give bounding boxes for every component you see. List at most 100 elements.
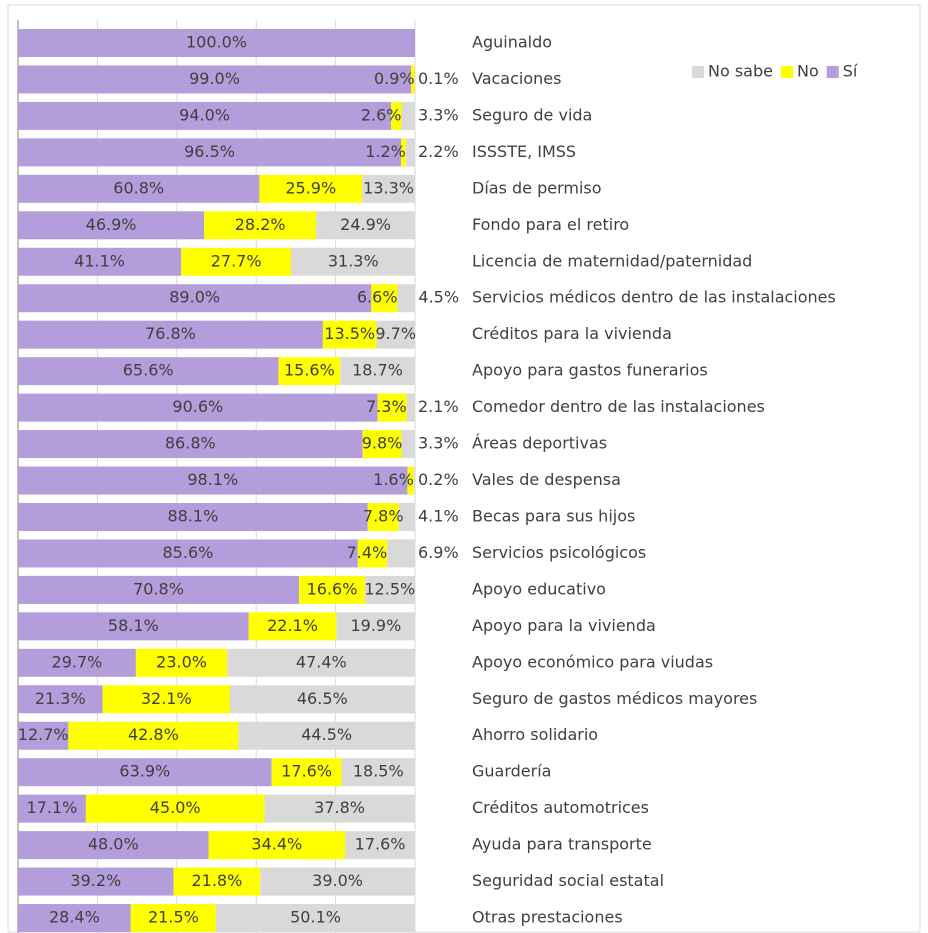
- bar-segment: [18, 831, 209, 860]
- bar-segment: [18, 758, 272, 787]
- value-label: 31.3%: [328, 251, 379, 270]
- value-label: 21.8%: [191, 871, 242, 890]
- value-label: 28.2%: [235, 215, 286, 234]
- category-label: Apoyo para la vivienda: [472, 616, 656, 635]
- category-label: Créditos automotrices: [472, 798, 649, 817]
- bar-segment: [398, 502, 415, 531]
- bar-segment: [401, 430, 415, 459]
- value-label: 2.2%: [418, 142, 459, 161]
- bar-segment: [181, 247, 292, 276]
- bar-segment: [278, 357, 341, 386]
- value-label: 9.8%: [362, 434, 403, 453]
- legend-swatch: [692, 66, 704, 78]
- category-label: Vales de despensa: [472, 470, 621, 489]
- bar-segment: [407, 466, 414, 495]
- bar-segment: [367, 502, 399, 531]
- value-label: 100.0%: [186, 33, 247, 52]
- bar-segment: [204, 211, 317, 240]
- value-label: 4.1%: [418, 506, 459, 525]
- bar-segment: [18, 320, 323, 349]
- value-label: 90.6%: [172, 397, 223, 416]
- value-label: 25.9%: [285, 178, 336, 197]
- value-label: 15.6%: [284, 361, 335, 380]
- bar-segment: [208, 831, 346, 860]
- value-label: 16.6%: [307, 579, 358, 598]
- bar-segment: [18, 502, 368, 531]
- bar-segment: [259, 174, 363, 203]
- bar-segment: [85, 794, 265, 823]
- value-label: 17.1%: [27, 798, 78, 817]
- bar-segment: [364, 575, 415, 604]
- bar-segment: [341, 758, 415, 787]
- value-label: 13.3%: [363, 178, 414, 197]
- value-label: 70.8%: [133, 579, 184, 598]
- bar-segment: [405, 138, 415, 167]
- value-label: 18.7%: [352, 361, 403, 380]
- category-label: Seguridad social estatal: [472, 871, 664, 890]
- bar-segment: [18, 211, 205, 240]
- bar-segment: [362, 174, 415, 203]
- bar-segment: [18, 247, 182, 276]
- bar-segment: [227, 648, 416, 677]
- bar-segment: [401, 138, 406, 167]
- value-label: 24.9%: [340, 215, 391, 234]
- bar-segment: [299, 575, 365, 604]
- bar-segment: [18, 466, 408, 495]
- bar-segment: [411, 65, 415, 94]
- bar-segment: [216, 904, 415, 933]
- category-label: Comedor dentro de las instalaciones: [472, 397, 765, 416]
- value-label: 7.3%: [366, 397, 407, 416]
- bar-segment: [18, 430, 363, 459]
- value-label: 12.7%: [18, 725, 69, 744]
- value-label: 94.0%: [179, 105, 230, 124]
- value-label: 34.4%: [251, 835, 302, 854]
- bar-segment: [362, 430, 402, 459]
- bar-segment: [397, 284, 416, 313]
- bar-segment: [229, 685, 415, 714]
- value-label: 46.5%: [297, 689, 348, 708]
- bar-segment: [18, 65, 412, 94]
- bar-segment: [18, 904, 131, 933]
- value-label: 7.8%: [363, 506, 404, 525]
- category-label: Ahorro solidario: [472, 725, 598, 744]
- bar-segment: [238, 721, 415, 750]
- bar-segment: [18, 575, 300, 604]
- bar-segment: [401, 101, 415, 130]
- bar-segment: [68, 721, 239, 750]
- value-label: 1.6%: [373, 470, 414, 489]
- category-label: Servicios psicológicos: [472, 543, 646, 562]
- value-label: 3.3%: [418, 434, 459, 453]
- value-label: 2.6%: [361, 105, 402, 124]
- value-label: 0.2%: [418, 470, 459, 489]
- category-label: Licencia de maternidad/paternidad: [472, 251, 752, 270]
- bar-segment: [130, 904, 217, 933]
- value-label: 1.2%: [365, 142, 406, 161]
- value-label: 13.5%: [324, 324, 375, 343]
- bar-segment: [413, 466, 415, 495]
- bar-segment: [376, 320, 415, 349]
- value-label: 48.0%: [88, 835, 139, 854]
- bar-segment: [271, 758, 342, 787]
- bar-segment: [387, 539, 415, 568]
- bar-segment: [18, 357, 279, 386]
- bar-segment: [248, 612, 337, 641]
- bar-segment: [406, 393, 415, 422]
- bar-segment: [18, 685, 103, 714]
- bar-segment: [102, 685, 230, 714]
- category-label: Servicios médicos dentro de las instalac…: [472, 288, 836, 307]
- bar-segment: [357, 539, 388, 568]
- category-label: Aguinaldo: [472, 33, 552, 52]
- legend-swatch: [780, 66, 793, 78]
- category-label: Otras prestaciones: [472, 908, 623, 927]
- value-label: 7.4%: [347, 543, 388, 562]
- category-label: Apoyo económico para viudas: [472, 652, 713, 671]
- value-label: 41.1%: [74, 251, 125, 270]
- value-label: 0.9%: [374, 69, 415, 88]
- value-label: 96.5%: [184, 142, 235, 161]
- value-label: 98.1%: [187, 470, 238, 489]
- value-label: 58.1%: [108, 616, 159, 635]
- bar-segment: [316, 211, 415, 240]
- value-label: 63.9%: [119, 762, 170, 781]
- bar-segment: [18, 29, 415, 57]
- value-label: 37.8%: [314, 798, 365, 817]
